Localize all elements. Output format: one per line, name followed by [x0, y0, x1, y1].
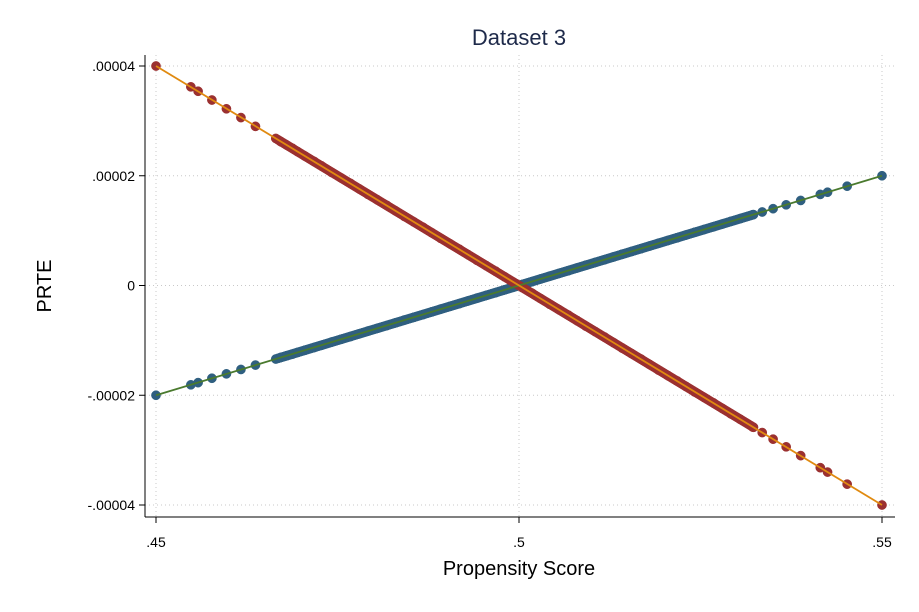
grid	[145, 55, 895, 517]
tick-labels: .00004 .00002 0 -.00002 -.00004 .45 .5 .55	[88, 58, 892, 550]
x-tick-label: .5	[513, 534, 525, 550]
series-lines	[155, 65, 883, 506]
y-tick-label: .00004	[92, 58, 135, 74]
x-tick-label: .55	[872, 534, 892, 550]
x-tick-label: .45	[146, 534, 166, 550]
y-tick-label: .00002	[92, 168, 135, 184]
x-axis-label: Propensity Score	[443, 558, 595, 580]
y-axis-label: PRTE	[34, 260, 56, 313]
chart-title: Dataset 3	[472, 25, 566, 50]
series-2-fit-line	[155, 65, 883, 506]
axes	[139, 55, 895, 523]
y-tick-label: -.00002	[88, 387, 136, 403]
y-tick-label: 0	[127, 278, 135, 294]
y-tick-label: -.00004	[88, 497, 136, 513]
